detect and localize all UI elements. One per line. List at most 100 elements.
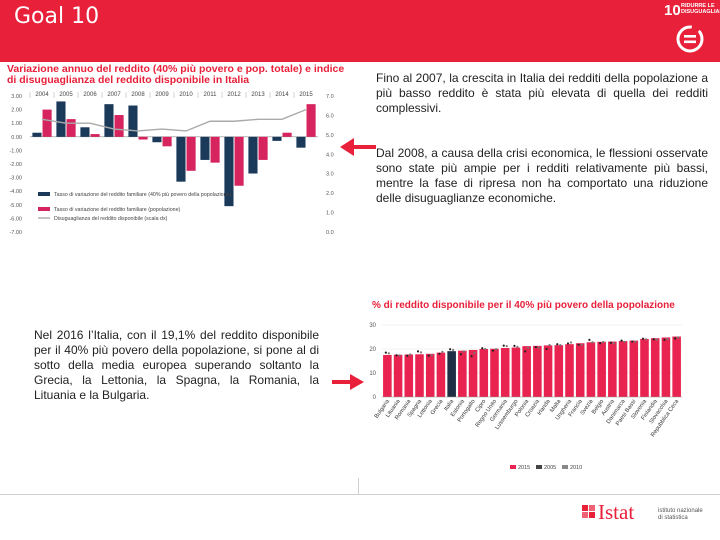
- y2-tick-label: 2.0: [326, 191, 334, 197]
- marker-2010: [430, 354, 433, 357]
- marker-2005: [577, 343, 580, 346]
- bar-country: [533, 345, 542, 397]
- y-tick-label: -7.00: [9, 230, 22, 236]
- y-tick-label: -2.00: [9, 162, 22, 168]
- marker-2005: [663, 338, 666, 341]
- bar-poorest-40: [56, 101, 66, 137]
- y-tick-label: 10: [369, 371, 376, 377]
- bar-country: [383, 355, 392, 397]
- bar-country: [597, 341, 606, 397]
- bar-poorest-40: [296, 136, 306, 148]
- marker-2005: [502, 344, 505, 347]
- bar-country: [479, 349, 489, 397]
- marker-2010: [634, 340, 637, 343]
- arrow-right-icon: [332, 374, 364, 390]
- marker-2010: [580, 343, 583, 347]
- header-bar: Goal 10 10 RIDURRE LE DISUGUAGLIANZE: [0, 0, 720, 62]
- marker-2010: [548, 344, 551, 347]
- marker-2010: [516, 345, 519, 348]
- bar-poorest-40: [104, 104, 114, 137]
- equality-icon: [676, 25, 704, 53]
- istat-brand: Istat: [598, 500, 635, 524]
- slide-title: Goal 10: [14, 4, 100, 29]
- y-tick-label: 30: [369, 323, 376, 329]
- marker-2010: [484, 347, 487, 351]
- marker-2005: [588, 338, 591, 341]
- marker-2010: [462, 350, 465, 353]
- paragraph-italy-2016: Nel 2016 l’Italia, con il 19,1% del redd…: [34, 328, 319, 402]
- sdg-logo-line2: DISUGUAGLIANZE: [681, 9, 720, 15]
- bar-country: [608, 341, 617, 397]
- legend-label: 2015: [518, 465, 530, 471]
- category-label: 2013: [251, 92, 265, 98]
- y2-tick-label: 4.0: [326, 152, 334, 158]
- marker-2010: [655, 338, 658, 341]
- sdg-logo-number: 10: [664, 2, 681, 19]
- category-label: 2004: [35, 92, 49, 98]
- marker-2010: [473, 351, 476, 354]
- marker-2005: [534, 345, 537, 349]
- marker-2005: [438, 352, 441, 355]
- bar-country: [393, 354, 403, 397]
- bar-total-population: [234, 136, 244, 186]
- bar-country: [618, 341, 628, 397]
- category-label: 2005: [59, 92, 73, 98]
- y2-tick-label: 6.0: [326, 113, 334, 119]
- bar-country: [586, 342, 596, 397]
- marker-2010: [409, 353, 412, 356]
- bar-total-population: [42, 109, 52, 137]
- bar-total-population: [306, 104, 316, 137]
- y-tick-label: -6.00: [9, 216, 22, 222]
- marker-2010: [644, 338, 648, 341]
- bar-country: [500, 348, 510, 397]
- marker-2010: [677, 336, 680, 339]
- y2-tick-label: 3.0: [326, 172, 334, 178]
- marker-2005: [491, 349, 495, 352]
- y-tick-label: -1.00: [9, 148, 22, 154]
- marker-2010: [623, 340, 626, 343]
- marker-2010: [494, 348, 498, 351]
- legend-label-inequality: Disuguaglianza del reddito disponibile (…: [54, 216, 168, 222]
- marker-2005: [599, 342, 602, 345]
- marker-2010: [387, 352, 390, 355]
- marker-2005: [652, 338, 655, 341]
- istat-subtitle-line1: istituto nazionale: [658, 508, 703, 514]
- country-label: Grecia: [430, 398, 445, 416]
- arrow-left-icon: [340, 138, 376, 156]
- bar-country: [575, 343, 585, 397]
- marker-2005: [674, 337, 677, 340]
- chart1-title: Variazione annuo del reddito (40% più po…: [7, 63, 345, 86]
- marker-2010: [419, 351, 423, 354]
- bar-country: [415, 354, 424, 397]
- sdg-logo-text: RIDURRE LE DISUGUAGLIANZE: [681, 3, 720, 15]
- bar-country: [404, 354, 414, 397]
- y2-tick-label: 7.0: [326, 94, 334, 100]
- marker-2010: [505, 345, 508, 348]
- y-tick-label: 1.00: [11, 121, 22, 127]
- income-share-chart: 3020100BulgariaLituaniaRomaniaSpagnaLett…: [369, 323, 682, 471]
- marker-2005: [406, 354, 409, 357]
- bar-country: [436, 352, 446, 397]
- marker-2005: [524, 350, 527, 353]
- y-tick-label: -3.00: [9, 176, 22, 182]
- marker-2005: [459, 353, 462, 356]
- bar-poorest-40: [80, 127, 90, 137]
- marker-2005: [427, 354, 430, 357]
- category-label: 2012: [227, 92, 241, 98]
- marker-2010: [569, 341, 573, 344]
- y-tick-label: 0: [373, 395, 377, 401]
- bar-italy: [447, 351, 456, 397]
- bar-poorest-40: [32, 132, 42, 137]
- marker-2010: [537, 346, 540, 349]
- marker-2005: [556, 343, 559, 346]
- category-label: 2015: [299, 92, 313, 98]
- bar-country: [650, 338, 660, 397]
- marker-2010: [602, 340, 605, 344]
- istat-subtitle-line2: di statistica: [658, 515, 688, 521]
- bar-total-population: [258, 136, 268, 160]
- footer-divider: [0, 494, 720, 495]
- sdg-logo-line1: RIDURRE LE: [681, 3, 715, 9]
- inequality-line: [41, 108, 307, 132]
- bar-total-population: [114, 115, 124, 137]
- y2-tick-label: 5.0: [326, 133, 334, 139]
